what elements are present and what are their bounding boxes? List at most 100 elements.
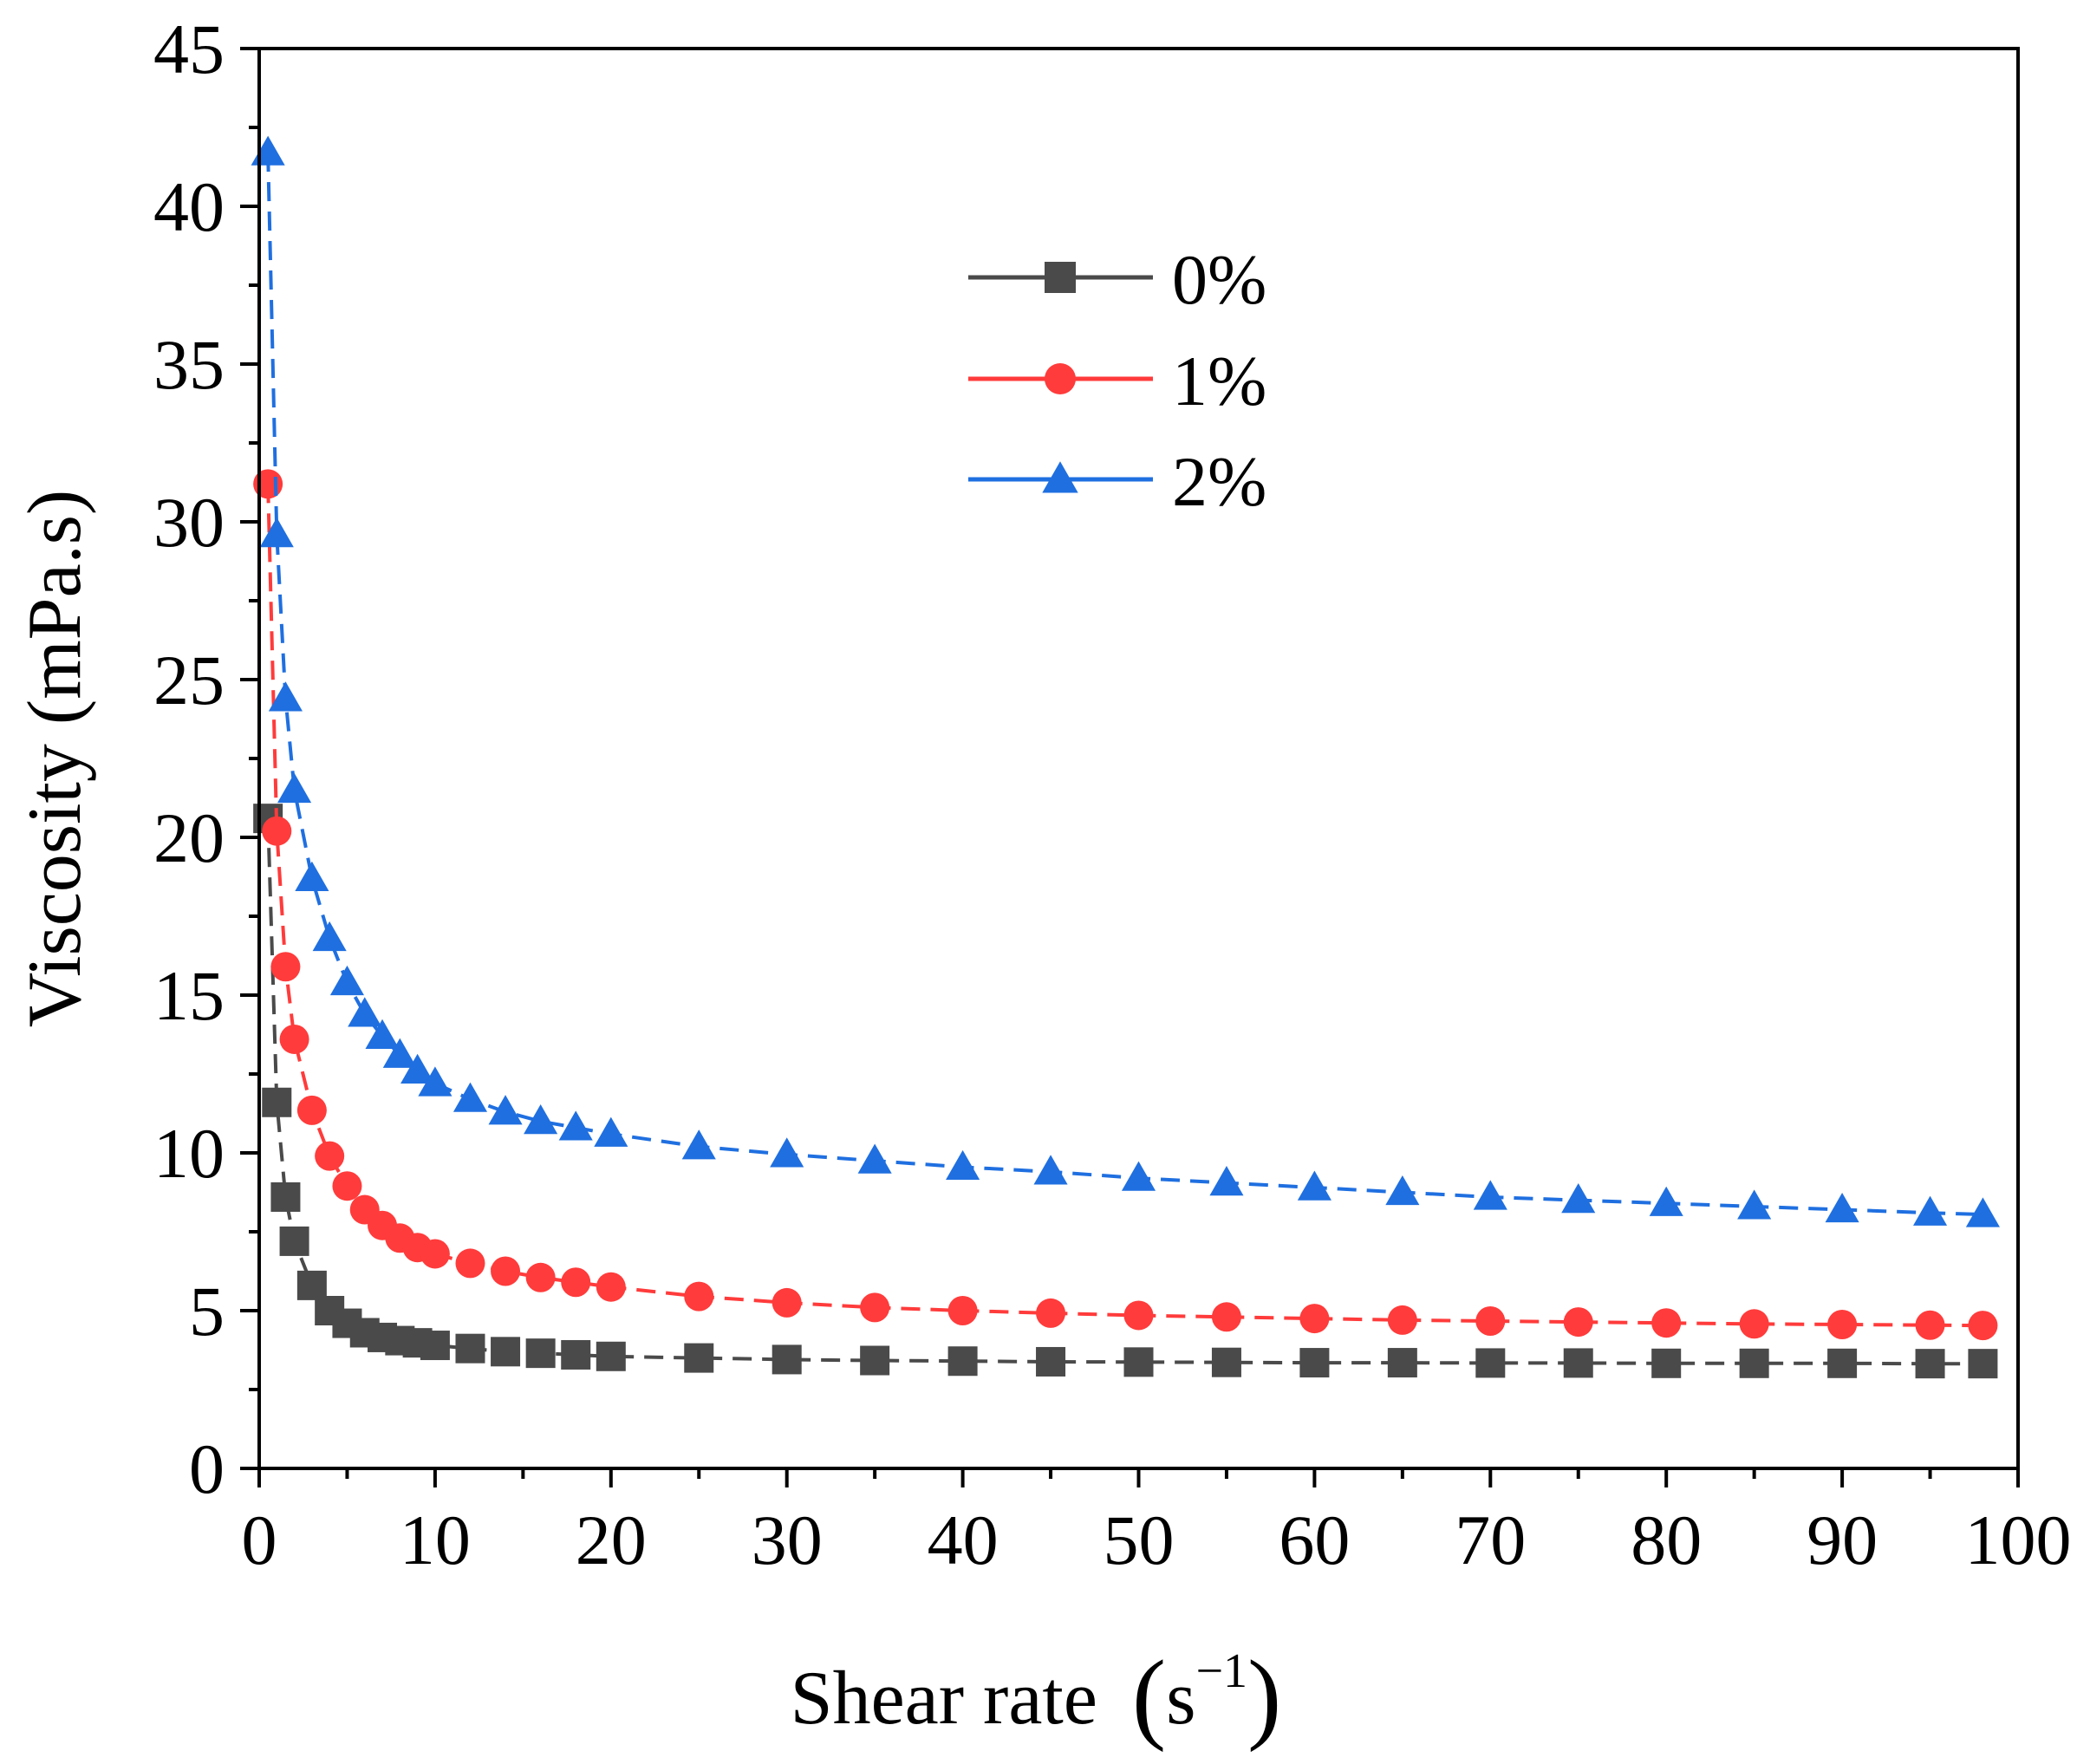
data-point [946,1149,980,1181]
data-point [561,1339,591,1370]
data-point [1649,1186,1683,1216]
data-point [525,1338,556,1369]
data-point [279,1024,309,1054]
legend-marker [1042,461,1078,493]
x-tick-label: 20 [576,1500,647,1579]
data-point [1209,1166,1244,1196]
x-tick-label: 80 [1631,1500,1702,1579]
y-axis-title: Viscosity (mPa.s) [13,490,97,1027]
data-point [315,1141,345,1171]
data-point [453,1082,488,1112]
series-layer [251,135,2000,1379]
series-line [266,153,1983,1216]
data-point [1387,1348,1417,1378]
data-point [270,952,301,982]
data-point [860,1345,890,1376]
data-point [1827,1348,1858,1378]
data-point [1915,1349,1945,1379]
x-tick-label: 50 [1104,1500,1175,1579]
legend-item: 2% [968,442,1266,521]
y-tick-label: 45 [153,10,225,88]
data-point [1475,1306,1506,1337]
data-point [558,1110,593,1141]
data-point [1563,1348,1593,1378]
data-point [1121,1161,1156,1191]
y-tick-label: 30 [153,483,225,562]
x-axis-unit-exponent: −1 [1195,1644,1247,1698]
x-axis-unit-base: s [1166,1657,1195,1741]
data-point [684,1343,714,1373]
data-point [1036,1298,1066,1328]
data-point [770,1137,804,1168]
data-point [1033,1155,1068,1185]
data-point [1965,1197,2000,1227]
data-point [382,1038,417,1068]
data-point [259,517,294,548]
data-point [561,1267,591,1298]
x-tick-label: 60 [1279,1500,1350,1579]
data-point [420,1239,450,1269]
x-axis-unit-open: ( [1132,1639,1166,1753]
data-point [594,1116,628,1147]
data-point [455,1333,485,1364]
y-tick-label: 25 [153,641,225,719]
legend: 0% 1% 2% [968,240,1266,521]
plot-frame [257,47,2020,1470]
data-point [455,1248,485,1279]
data-point [947,1346,978,1377]
data-point [1473,1180,1507,1210]
y-axis: 0 5 10 15 20 25 30 35 40 45 [153,10,259,1508]
x-tick-label: 70 [1455,1500,1526,1579]
data-point [1387,1305,1417,1335]
data-point [251,135,285,166]
data-point [1211,1347,1241,1377]
data-point [1739,1309,1769,1339]
y-tick-label: 15 [153,956,225,1035]
x-axis-title-text: Shear rate [791,1657,1097,1741]
data-point [312,921,347,952]
data-point [1211,1302,1241,1332]
y-tick-label: 20 [153,798,225,877]
data-point [295,861,329,891]
x-axis-unit-close: ) [1247,1639,1281,1753]
data-point [1123,1300,1154,1331]
legend-label: 2% [1172,442,1266,521]
y-tick-label: 5 [189,1272,225,1351]
data-point [1913,1195,1948,1226]
data-point [525,1262,556,1292]
data-point [400,1053,435,1084]
data-point [1737,1189,1772,1220]
legend-marker [1045,262,1076,293]
data-point [1561,1183,1596,1214]
data-point [1299,1304,1330,1334]
data-point [329,965,364,996]
legend-marker [1045,363,1076,394]
data-point [1739,1348,1769,1378]
data-point [1475,1348,1506,1378]
data-point [1968,1349,1998,1379]
x-axis-title: Shear rate (s−1) [791,1639,1282,1753]
data-point [772,1344,802,1375]
y-tick-label: 10 [153,1114,225,1193]
data-point [418,1066,453,1097]
data-point [1385,1175,1420,1206]
x-tick-label: 10 [400,1500,471,1579]
data-point [491,1256,521,1286]
data-point [420,1331,450,1361]
data-point [262,816,292,846]
data-point [270,1181,301,1212]
data-point [332,1171,362,1201]
data-point [1968,1311,1998,1341]
legend-label: 1% [1172,342,1266,420]
data-point [279,1226,309,1256]
data-point [348,997,382,1027]
data-point [524,1104,558,1135]
legend-label: 0% [1172,240,1266,319]
x-tick-label: 100 [1965,1500,2072,1579]
series-1 [253,804,1998,1379]
data-point [1651,1308,1682,1338]
series-3 [251,135,2000,1227]
data-point [296,1270,327,1300]
